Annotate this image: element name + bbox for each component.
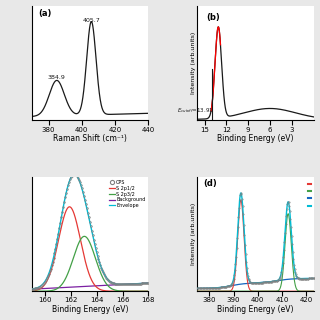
Text: (a): (a): [38, 9, 51, 18]
Y-axis label: Intensity (arb.units): Intensity (arb.units): [191, 32, 196, 94]
X-axis label: Binding Energy (eV): Binding Energy (eV): [217, 134, 294, 143]
Y-axis label: Intensity (arb.units): Intensity (arb.units): [191, 203, 196, 265]
Legend: CPS, S 2p1/2, S 2p3/2, Background, Envelope: CPS, S 2p1/2, S 2p3/2, Background, Envel…: [108, 180, 146, 209]
Text: (b): (b): [206, 13, 220, 22]
Text: (d): (d): [203, 180, 217, 188]
X-axis label: Raman Shift (cm⁻¹): Raman Shift (cm⁻¹): [53, 134, 127, 143]
X-axis label: Binding Energy (eV): Binding Energy (eV): [217, 305, 294, 314]
X-axis label: Binding Energy (eV): Binding Energy (eV): [52, 305, 128, 314]
Text: 384.9: 384.9: [48, 75, 66, 80]
Text: 405.7: 405.7: [83, 18, 100, 23]
Text: $E_{cutoff}$=13.91: $E_{cutoff}$=13.91: [177, 106, 214, 115]
